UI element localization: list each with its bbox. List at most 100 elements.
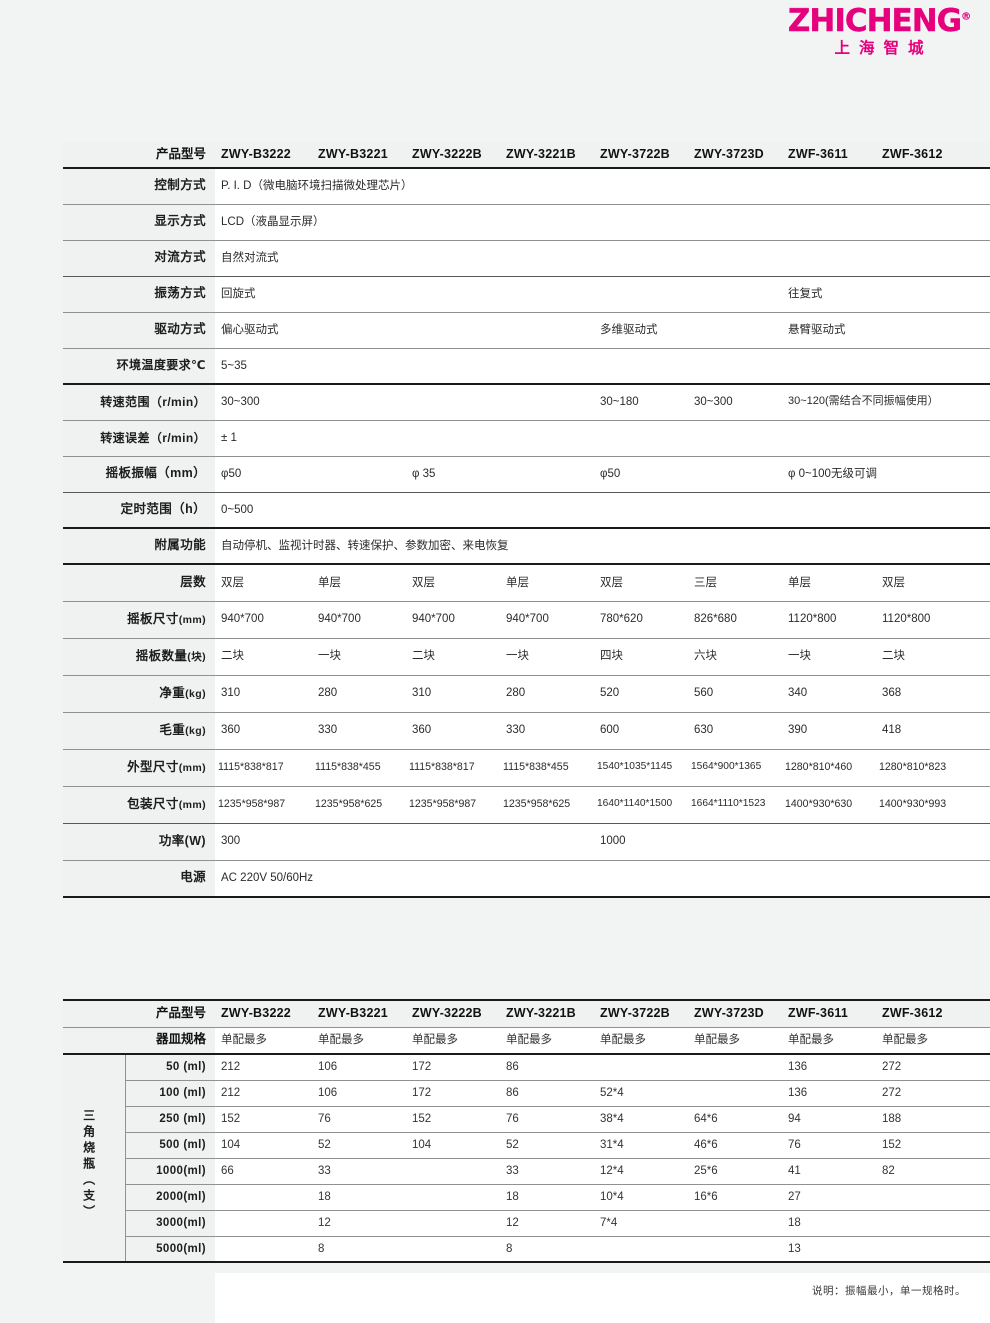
row-value: 一块 — [312, 638, 406, 675]
specification-table: 产品型号 ZWY-B3222 ZWY-B3221 ZWY-3222B ZWY-3… — [63, 142, 990, 898]
row-label: 驱动方式 — [63, 312, 215, 348]
row-label-unit: (mm) — [178, 798, 206, 811]
row-value: 82 — [876, 1158, 990, 1184]
row-value: 104 — [406, 1132, 501, 1158]
row-value: 212 — [215, 1080, 313, 1106]
row-value: 368 — [876, 675, 990, 712]
row-value: 41 — [782, 1158, 877, 1184]
row-value: 280 — [500, 675, 594, 712]
row-label-unit: (kg) — [185, 724, 206, 737]
row-value: 1120*800 — [876, 601, 990, 638]
flask-model-6: ZWF-3611 — [782, 1000, 877, 1027]
registered-trademark-icon: ® — [961, 11, 971, 23]
row-value: 二块 — [876, 638, 990, 675]
flask-subheader-6: 单配最多 — [782, 1027, 877, 1054]
row-value: 10*4 — [594, 1184, 689, 1210]
row-label-unit: (块) — [187, 650, 206, 663]
row-value: 30~180 — [594, 384, 688, 420]
spec-model-1: ZWY-B3221 — [312, 142, 406, 168]
row-value: 780*620 — [594, 601, 688, 638]
row-label: 摇板尺寸(mm) — [63, 601, 215, 638]
row-value: 188 — [876, 1106, 990, 1132]
row-value: 单层 — [500, 564, 594, 601]
table-row: 层数 双层 单层 双层 单层 双层 三层 单层 双层 — [63, 564, 990, 601]
spec-header-row: 产品型号 ZWY-B3222 ZWY-B3221 ZWY-3222B ZWY-3… — [63, 142, 990, 168]
flask-size-label: 5000(ml) — [125, 1236, 216, 1262]
spec-model-5: ZWY-3723D — [688, 142, 782, 168]
row-label: 控制方式 — [63, 168, 215, 204]
row-value: 104 — [215, 1132, 313, 1158]
row-value: 四块 — [594, 638, 688, 675]
flask-model-2: ZWY-3222B — [406, 1000, 501, 1027]
row-label: 电源 — [63, 860, 215, 897]
table-row: 500 (ml) 104 52 104 52 31*4 46*6 76 152 — [63, 1132, 990, 1158]
row-value: 偏心驱动式 — [215, 312, 594, 348]
row-value: 1280*810*460 — [782, 749, 876, 786]
row-value: 1664*1110*1523 — [688, 786, 782, 823]
row-value: 600 — [594, 712, 688, 749]
row-value: 18 — [500, 1184, 595, 1210]
table-row: 250 (ml) 152 76 152 76 38*4 64*6 94 188 — [63, 1106, 990, 1132]
row-value: 76 — [500, 1106, 595, 1132]
row-value — [215, 1210, 313, 1236]
spec-model-7: ZWF-3612 — [876, 142, 990, 168]
spec-model-0: ZWY-B3222 — [215, 142, 312, 168]
row-value: 52 — [500, 1132, 595, 1158]
row-label-text: 外型尺寸 — [127, 759, 179, 774]
row-value: 94 — [782, 1106, 877, 1132]
row-value: 152 — [876, 1132, 990, 1158]
row-value — [688, 1210, 783, 1236]
row-value: φ 0~100无级可调 — [782, 456, 990, 492]
table-row: 摇板振幅（mm） φ50 φ 35 φ50 φ 0~100无级可调 — [63, 456, 990, 492]
row-value: 1115*838*455 — [500, 749, 594, 786]
row-label: 显示方式 — [63, 204, 215, 240]
flask-model-4: ZWY-3722B — [594, 1000, 689, 1027]
row-value: 86 — [500, 1080, 595, 1106]
flask-subheader-5: 单配最多 — [688, 1027, 783, 1054]
row-label-unit: (kg) — [185, 687, 206, 700]
row-label-text: 毛重 — [159, 722, 186, 737]
table-row: 定时范围（h） 0~500 — [63, 492, 990, 528]
flask-model-7: ZWF-3612 — [876, 1000, 990, 1027]
table-row: 5000(ml) 8 8 13 — [63, 1236, 990, 1262]
flask-model-3: ZWY-3221B — [500, 1000, 595, 1027]
row-label: 振荡方式 — [63, 276, 215, 312]
flask-subheader-4: 单配最多 — [594, 1027, 689, 1054]
table-row: 驱动方式 偏心驱动式 多维驱动式 悬臂驱动式 — [63, 312, 990, 348]
company-logo: ZHICHENG® 上海智城 — [784, 3, 974, 57]
logo-wordmark-text: ZHICHENG — [787, 3, 963, 39]
row-label-unit: (mm) — [178, 761, 206, 774]
flask-subheader-1: 单配最多 — [312, 1027, 407, 1054]
row-value: 310 — [215, 675, 312, 712]
row-value: 1540*1035*1145 — [594, 749, 688, 786]
flask-subheader-2: 单配最多 — [406, 1027, 501, 1054]
flask-size-label: 250 (ml) — [125, 1106, 216, 1132]
spec-model-2: ZWY-3222B — [406, 142, 500, 168]
row-value: 76 — [312, 1106, 407, 1132]
row-value — [215, 1184, 313, 1210]
row-value: 940*700 — [215, 601, 312, 638]
spec-model-4: ZWY-3722B — [594, 142, 688, 168]
row-value: 1000 — [594, 823, 990, 860]
row-value: 560 — [688, 675, 782, 712]
table-row: 摇板数量(块) 二块 一块 二块 一块 四块 六块 一块 二块 — [63, 638, 990, 675]
row-value: 12 — [312, 1210, 407, 1236]
flask-subheader-7: 单配最多 — [876, 1027, 990, 1054]
row-value: 1564*900*1365 — [688, 749, 782, 786]
row-value: 1640*1140*1500 — [594, 786, 688, 823]
table-row: 摇板尺寸(mm) 940*700 940*700 940*700 940*700… — [63, 601, 990, 638]
flask-capacity-table: 产品型号 ZWY-B3222 ZWY-B3221 ZWY-3222B ZWY-3… — [63, 999, 990, 1263]
flask-subheader-row: 器皿规格 单配最多 单配最多 单配最多 单配最多 单配最多 单配最多 单配最多 … — [63, 1027, 990, 1054]
row-value: 31*4 — [594, 1132, 689, 1158]
row-value: 64*6 — [688, 1106, 783, 1132]
row-label-text: 包装尺寸 — [127, 796, 179, 811]
row-value: 悬臂驱动式 — [782, 312, 990, 348]
flask-model-0: ZWY-B3222 — [215, 1000, 313, 1027]
row-value: 1120*800 — [782, 601, 876, 638]
row-value: 25*6 — [688, 1158, 783, 1184]
table-row: 毛重(kg) 360 330 360 330 600 630 390 418 — [63, 712, 990, 749]
row-value: 30~300 — [215, 384, 594, 420]
row-value: 单层 — [782, 564, 876, 601]
row-value — [876, 1236, 990, 1262]
